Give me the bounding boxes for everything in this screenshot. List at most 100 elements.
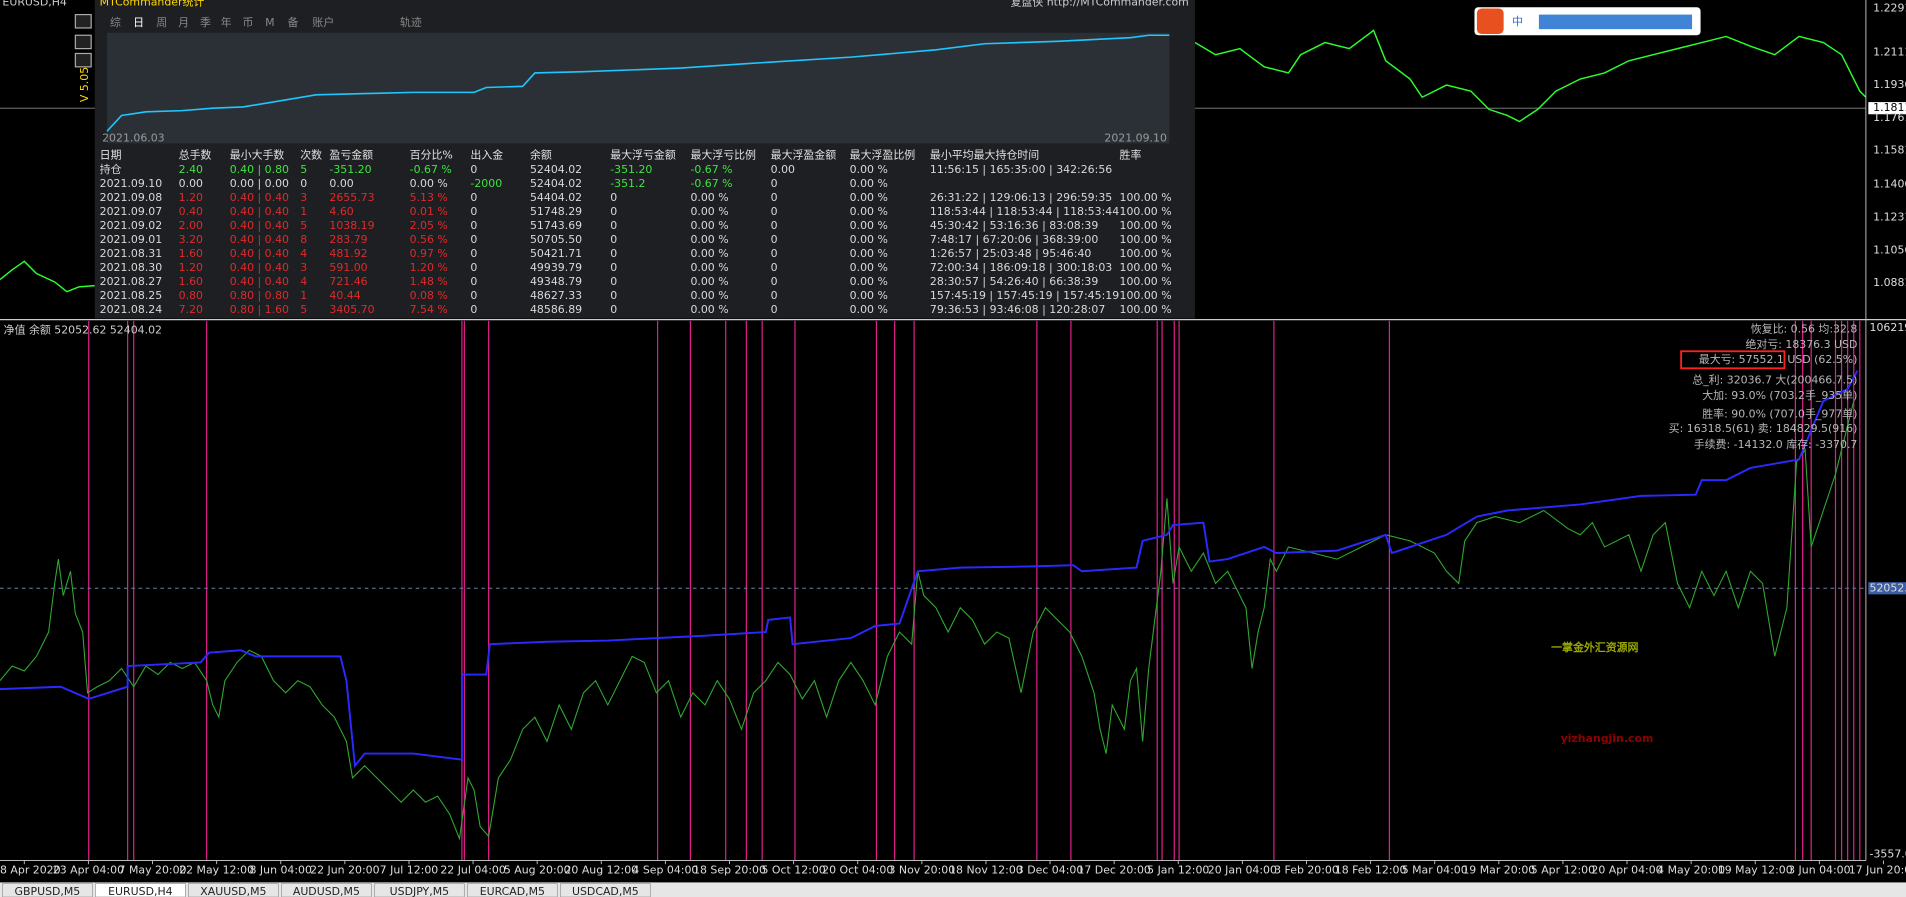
panel-tab[interactable]: 轨迹 xyxy=(400,15,422,29)
ime-icons[interactable] xyxy=(1538,14,1693,30)
table-cell: 591.00 xyxy=(329,261,367,274)
table-cell: 100.00 % xyxy=(1120,289,1172,302)
table-cell: 2021.08.31 xyxy=(100,247,163,260)
price-label: 1.22910 xyxy=(1873,2,1906,15)
time-label: 3 Dec 04:00 xyxy=(1017,863,1084,876)
symbol-tab[interactable]: XAUUSD,M5 xyxy=(200,885,266,897)
panel-tab[interactable]: 币 xyxy=(243,16,254,29)
symbol-tab[interactable]: GBPUSD,M5 xyxy=(15,885,81,897)
table-cell: 0 xyxy=(610,191,617,204)
button[interactable] xyxy=(74,13,92,29)
table-cell: 54404.02 xyxy=(530,191,582,204)
time-label: 23 Apr 04:00 xyxy=(53,863,124,876)
table-cell: 481.92 xyxy=(329,247,367,260)
table-cell: 0 xyxy=(771,275,778,288)
panel-tab[interactable]: 备 xyxy=(287,15,298,29)
panel-tab[interactable]: 日 xyxy=(133,16,144,29)
table-cell: 0.40 | 0.80 xyxy=(230,163,289,176)
time-label: 5 Jan 12:00 xyxy=(1147,863,1209,876)
panel-tab[interactable]: 月 xyxy=(178,16,189,29)
panel-tab[interactable]: 账户 xyxy=(312,15,334,29)
table-cell: 0 xyxy=(771,191,778,204)
table-cell: 0.00 % xyxy=(850,163,888,176)
ime-logo[interactable] xyxy=(1476,8,1504,35)
version-label: V 5.05 xyxy=(78,67,91,102)
table-cell: 2021.08.25 xyxy=(100,289,163,302)
table-cell: 0 xyxy=(610,219,617,232)
equity-stat: 最大亏: 57552.1 USD (62.5%) xyxy=(1699,352,1858,366)
table-cell: -0.67 % xyxy=(690,163,732,176)
table-cell: 1.60 xyxy=(179,247,203,260)
equity-highlight xyxy=(1868,582,1906,595)
table-cell: 0.00 % xyxy=(690,191,728,204)
symbol-tab[interactable]: AUDUSD,M5 xyxy=(293,885,360,897)
panel-tab[interactable]: 周 xyxy=(156,16,167,29)
symbol-tabs: GBPUSD,M5 EURUSD,H4 XAUUSD,M5 AUDUSD,M5 USDJ… xyxy=(2,883,651,897)
table-cell: 0.00 % xyxy=(690,247,728,260)
table-cell: -2000 xyxy=(470,177,502,190)
table-cell: 3405.70 xyxy=(329,303,374,316)
time-label: 5 Mar 04:00 xyxy=(1402,863,1468,876)
table-cell: 0.00 % xyxy=(850,191,888,204)
symbol-tab[interactable]: USDCAD,M5 xyxy=(572,885,639,897)
table-cell: 0.00 % xyxy=(850,289,888,302)
panel-tab[interactable]: 年 xyxy=(221,15,232,29)
time-label: 17 Dec 20:00 xyxy=(1077,863,1151,876)
table-header: 最大浮盈比例 xyxy=(850,148,916,162)
table-cell: 0.00 xyxy=(179,177,203,190)
ime-label[interactable]: 中 xyxy=(1512,15,1523,28)
table-cell: -351.2 xyxy=(610,177,645,190)
price-label: 1.19360 xyxy=(1873,78,1906,91)
symbol-tab[interactable]: USDJPY,M5 xyxy=(390,885,449,897)
symbol-tab[interactable]: EURUSD,H4 xyxy=(108,885,173,897)
table-header: 总手数 xyxy=(179,148,212,162)
panel-tab[interactable]: M xyxy=(265,16,274,29)
table-cell: 0.00 % xyxy=(690,219,728,232)
table-cell: 0 xyxy=(470,275,477,288)
table-cell: 100.00 % xyxy=(1120,205,1172,218)
panel-site[interactable]: 复盘侠 http://MTCommander.com xyxy=(1011,0,1189,8)
time-label: 5 Apr 12:00 xyxy=(1531,863,1595,876)
table-cell: 0.00 % xyxy=(690,289,728,302)
table-cell: 50705.50 xyxy=(530,233,582,246)
watermark-url: yizhangjin.com xyxy=(1561,732,1654,745)
table-header: 最大浮亏比例 xyxy=(690,148,756,162)
table-cell: 0 xyxy=(470,205,477,218)
table-cell: 2021.09.02 xyxy=(100,219,163,232)
time-label: 4 May 20:00 xyxy=(1657,863,1725,876)
button[interactable] xyxy=(74,34,92,50)
table-cell: 3.20 xyxy=(179,233,203,246)
table-cell: 0 xyxy=(771,233,778,246)
table-cell: 1.20 xyxy=(179,261,203,274)
table-cell: 48627.33 xyxy=(530,289,582,302)
symbol-tab[interactable]: EURCAD,M5 xyxy=(480,885,545,897)
table-cell: 157:45:19 | 157:45:19 | 157:45:19 xyxy=(930,289,1119,302)
button[interactable] xyxy=(74,52,92,68)
panel-tab[interactable]: 季 xyxy=(200,16,211,29)
table-cell: 2021.09.08 xyxy=(100,191,163,204)
start-date: 2021.06.03 xyxy=(102,132,165,145)
table-cell: 0.01 % xyxy=(410,205,448,218)
table-cell: 2.05 % xyxy=(410,219,448,232)
time-label: 22 Jul 04:00 xyxy=(440,863,506,876)
table-cell: 0.40 | 0.40 xyxy=(230,261,289,274)
table-header: 最大浮亏金额 xyxy=(610,148,676,162)
equity-stat: 手续费: -14132.0 库存: -3370.7 xyxy=(1694,437,1858,451)
time-label: 18 Nov 12:00 xyxy=(949,863,1023,876)
table-cell: 51743.69 xyxy=(530,219,582,232)
table-cell: 0 xyxy=(470,219,477,232)
table-cell: 0.00 % xyxy=(850,261,888,274)
table-cell: 0.40 | 0.40 xyxy=(230,247,289,260)
table-cell: 0 xyxy=(610,303,617,316)
table-cell: 5 xyxy=(300,163,307,176)
table-cell: 2021.08.27 xyxy=(100,275,163,288)
table-cell: 4 xyxy=(300,247,307,260)
table-cell: 7.54 % xyxy=(410,303,448,316)
panel-tab[interactable]: 综 xyxy=(110,15,121,29)
table-cell: 0 xyxy=(771,289,778,302)
equity-stat: 大加: 93.0% (703.2手_935单) xyxy=(1702,388,1857,402)
price-label: 1.10560 xyxy=(1873,243,1906,256)
time-label: 7 May 20:00 xyxy=(119,863,187,876)
